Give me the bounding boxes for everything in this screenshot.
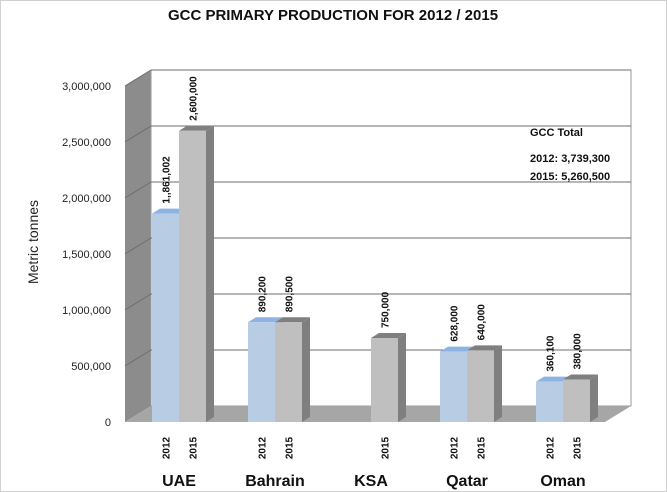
bar-uae-2015: [179, 130, 206, 423]
bar-bahrain-2015: [275, 322, 302, 422]
bar-side: [302, 317, 310, 422]
y-axis-label: Metric tonnes: [25, 200, 41, 284]
data-label: 2,600,000: [189, 76, 200, 121]
year-label: 2015: [573, 436, 584, 459]
data-label: 750,000: [381, 291, 392, 328]
year-label: 2015: [477, 436, 488, 459]
category-label: UAE: [162, 473, 196, 490]
bar-side: [494, 345, 502, 422]
gcc-total-annotation: GCC Total 2012: 3,739,300 2015: 5,260,50…: [530, 127, 610, 183]
bar-qatar-2012: [440, 351, 467, 422]
bar-top: [467, 345, 502, 351]
bar-bahrain-2012: [248, 322, 275, 422]
data-label: 1,,861,002: [162, 156, 173, 204]
annotation-heading: GCC Total: [530, 127, 583, 139]
gridline-side: [124, 237, 152, 255]
bar-top: [536, 376, 571, 382]
category-label: Qatar: [446, 473, 488, 490]
bar-top: [563, 374, 598, 380]
bar-side: [206, 125, 214, 423]
annotation-line-2015: 2015: 5,260,500: [530, 171, 610, 183]
data-label: 890,500: [285, 276, 296, 313]
chart-title: GCC PRIMARY PRODUCTION FOR 2012 / 2015: [168, 7, 498, 24]
y-tick-label: 3,000,000: [62, 81, 111, 93]
y-tick-label: 0: [105, 417, 111, 429]
bar-ksa-2015: [371, 338, 398, 422]
year-label: 2012: [546, 436, 557, 459]
category-label: Oman: [540, 473, 585, 490]
category-label: KSA: [354, 473, 388, 490]
year-label: 2015: [189, 436, 200, 459]
gridline-side: [124, 181, 152, 199]
y-tick-label: 1,000,000: [62, 305, 111, 317]
bar-top: [248, 317, 283, 323]
year-label: 2015: [285, 436, 296, 459]
annotation-line-2012: 2012: 3,739,300: [530, 153, 610, 165]
bar-uae-2012: [152, 213, 179, 422]
bar-top: [371, 333, 406, 338]
y-tick-label: 1,500,000: [62, 249, 111, 261]
bar-oman-2012: [536, 381, 563, 422]
y-tick-label: 2,500,000: [62, 137, 111, 149]
bar-oman-2015: [563, 379, 590, 422]
category-label: Bahrain: [245, 473, 305, 490]
data-label: 890,200: [258, 276, 269, 313]
data-label: 640,000: [477, 304, 488, 341]
gridline-side: [124, 69, 152, 87]
plot-area: 0 500,000 1,000,000 1,500,000 2,000,000 2,500…: [62, 69, 632, 490]
y-tick-label: 2,000,000: [62, 193, 111, 205]
year-label: 2012: [450, 436, 461, 459]
data-label: 628,000: [450, 305, 461, 342]
gridline-side: [124, 293, 152, 311]
bar-side: [590, 374, 598, 422]
bar-top: [179, 125, 214, 131]
gridline-side: [124, 349, 152, 367]
y-tick-label: 500,000: [71, 361, 111, 373]
bar-qatar-2015: [467, 350, 494, 422]
bar-top: [152, 208, 187, 214]
bar-top: [275, 317, 310, 323]
year-label: 2012: [258, 436, 269, 459]
data-label: 360,100: [546, 335, 557, 372]
data-label: 380,000: [573, 333, 584, 370]
bar-top: [440, 346, 475, 352]
year-label: 2015: [381, 436, 392, 459]
gridline-side: [124, 125, 152, 143]
bar-side: [398, 333, 406, 422]
year-label: 2012: [162, 436, 173, 459]
